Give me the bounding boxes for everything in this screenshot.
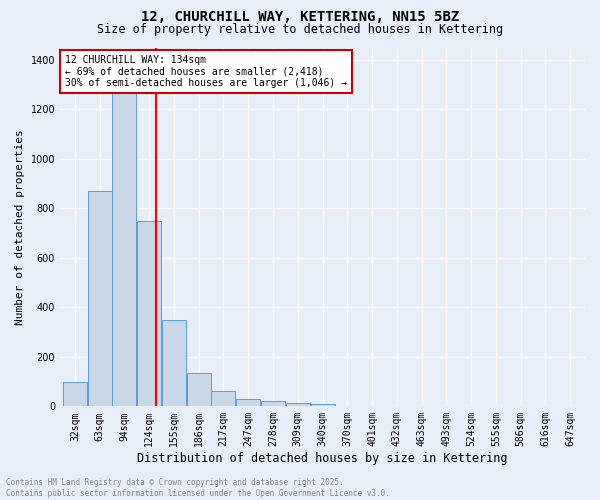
X-axis label: Distribution of detached houses by size in Kettering: Distribution of detached houses by size … <box>137 452 508 465</box>
Bar <box>236 399 260 406</box>
Bar <box>137 220 161 406</box>
Bar <box>162 320 186 406</box>
Text: 12, CHURCHILL WAY, KETTERING, NN15 5BZ: 12, CHURCHILL WAY, KETTERING, NN15 5BZ <box>141 10 459 24</box>
Bar <box>88 191 112 406</box>
Bar <box>311 404 335 406</box>
Bar <box>286 402 310 406</box>
Bar <box>261 402 285 406</box>
Bar <box>63 382 87 406</box>
Text: 12 CHURCHILL WAY: 134sqm
← 69% of detached houses are smaller (2,418)
30% of sem: 12 CHURCHILL WAY: 134sqm ← 69% of detach… <box>65 54 347 88</box>
Bar <box>187 373 211 406</box>
Bar <box>112 87 136 406</box>
Bar <box>211 392 235 406</box>
Text: Size of property relative to detached houses in Kettering: Size of property relative to detached ho… <box>97 22 503 36</box>
Y-axis label: Number of detached properties: Number of detached properties <box>15 129 25 325</box>
Text: Contains HM Land Registry data © Crown copyright and database right 2025.
Contai: Contains HM Land Registry data © Crown c… <box>6 478 390 498</box>
